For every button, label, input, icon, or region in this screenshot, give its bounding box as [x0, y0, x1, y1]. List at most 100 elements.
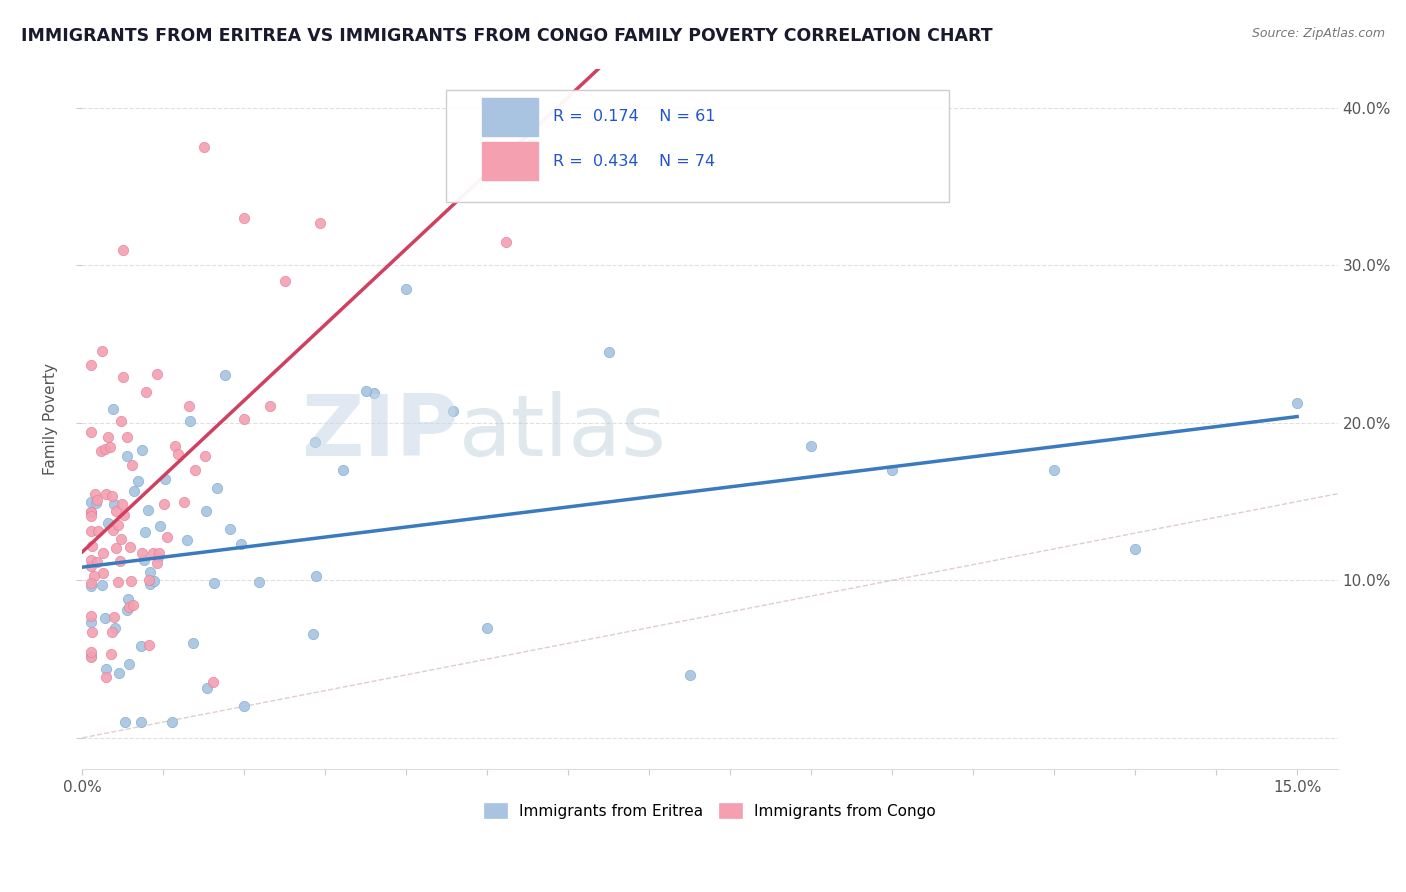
Point	[1123, 542, 1146, 557]
Point	[101, 625, 124, 640]
FancyBboxPatch shape	[447, 89, 949, 202]
Point	[120, 574, 142, 589]
Point	[90, 578, 112, 592]
Point	[79, 425, 101, 440]
Point	[138, 573, 160, 587]
Point	[118, 657, 141, 671]
Point	[163, 439, 186, 453]
Point	[112, 508, 135, 522]
Bar	[482, 98, 538, 136]
Point	[117, 430, 139, 444]
Point	[153, 472, 176, 486]
Point	[107, 575, 129, 590]
Point	[97, 516, 120, 531]
Point	[1043, 463, 1066, 477]
Point	[194, 504, 217, 518]
Point	[86, 555, 108, 569]
Point	[195, 681, 218, 695]
Legend: Immigrants from Eritrea, Immigrants from Congo: Immigrants from Eritrea, Immigrants from…	[478, 797, 942, 825]
Point	[247, 574, 270, 589]
Point	[90, 443, 112, 458]
Point	[218, 522, 240, 536]
Point	[193, 140, 215, 154]
Point	[138, 638, 160, 652]
Point	[101, 401, 124, 416]
Point	[207, 481, 229, 495]
Point	[214, 368, 236, 383]
Point	[79, 645, 101, 659]
Point	[363, 385, 385, 400]
Point	[86, 496, 108, 510]
Point	[79, 609, 101, 624]
Point	[79, 359, 101, 373]
Point	[79, 494, 101, 508]
Point	[111, 369, 134, 384]
Point	[134, 525, 156, 540]
Point	[97, 430, 120, 444]
Point	[117, 592, 139, 607]
Point	[194, 449, 217, 463]
Point	[201, 674, 224, 689]
Point	[79, 559, 101, 574]
Point	[79, 579, 101, 593]
Point	[495, 235, 517, 249]
Point	[129, 714, 152, 729]
Point	[83, 569, 105, 583]
Point	[111, 497, 134, 511]
Point	[142, 546, 165, 560]
Point	[103, 610, 125, 624]
Point	[149, 519, 172, 533]
Point	[177, 399, 200, 413]
Point	[153, 497, 176, 511]
Point	[274, 274, 297, 288]
Point	[117, 603, 139, 617]
Text: R =  0.434    N = 74: R = 0.434 N = 74	[553, 153, 716, 169]
Point	[79, 524, 101, 539]
Point	[87, 524, 110, 538]
Point	[93, 611, 115, 625]
Point	[259, 400, 281, 414]
Point	[184, 463, 207, 477]
Point	[101, 489, 124, 503]
Point	[79, 509, 101, 524]
Text: Source: ZipAtlas.com: Source: ZipAtlas.com	[1251, 27, 1385, 40]
Point	[104, 504, 127, 518]
Point	[79, 552, 101, 566]
Point	[110, 532, 132, 546]
Point	[143, 574, 166, 589]
Point	[100, 440, 122, 454]
Point	[679, 668, 702, 682]
Point	[104, 620, 127, 634]
Point	[103, 497, 125, 511]
Point	[146, 550, 169, 565]
Point	[79, 505, 101, 519]
Text: R =  0.174    N = 61: R = 0.174 N = 61	[553, 110, 716, 124]
Point	[156, 530, 179, 544]
Point	[176, 533, 198, 548]
Point	[79, 648, 101, 663]
Point	[107, 518, 129, 533]
Point	[882, 463, 904, 477]
Point	[79, 505, 101, 519]
Point	[139, 576, 162, 591]
Point	[233, 699, 256, 714]
Point	[91, 546, 114, 560]
Point	[800, 440, 823, 454]
Bar	[482, 142, 538, 180]
Point	[202, 575, 225, 590]
Point	[309, 217, 332, 231]
Point	[115, 449, 138, 463]
Point	[179, 414, 201, 428]
Point	[167, 447, 190, 461]
Point	[86, 492, 108, 507]
Point	[229, 536, 252, 550]
Point	[79, 615, 101, 629]
Point	[131, 546, 153, 560]
Point	[100, 647, 122, 661]
Point	[304, 434, 326, 449]
Point	[117, 600, 139, 615]
Point	[122, 483, 145, 498]
Point	[233, 411, 256, 425]
Point	[233, 211, 256, 226]
Point	[1286, 396, 1309, 410]
